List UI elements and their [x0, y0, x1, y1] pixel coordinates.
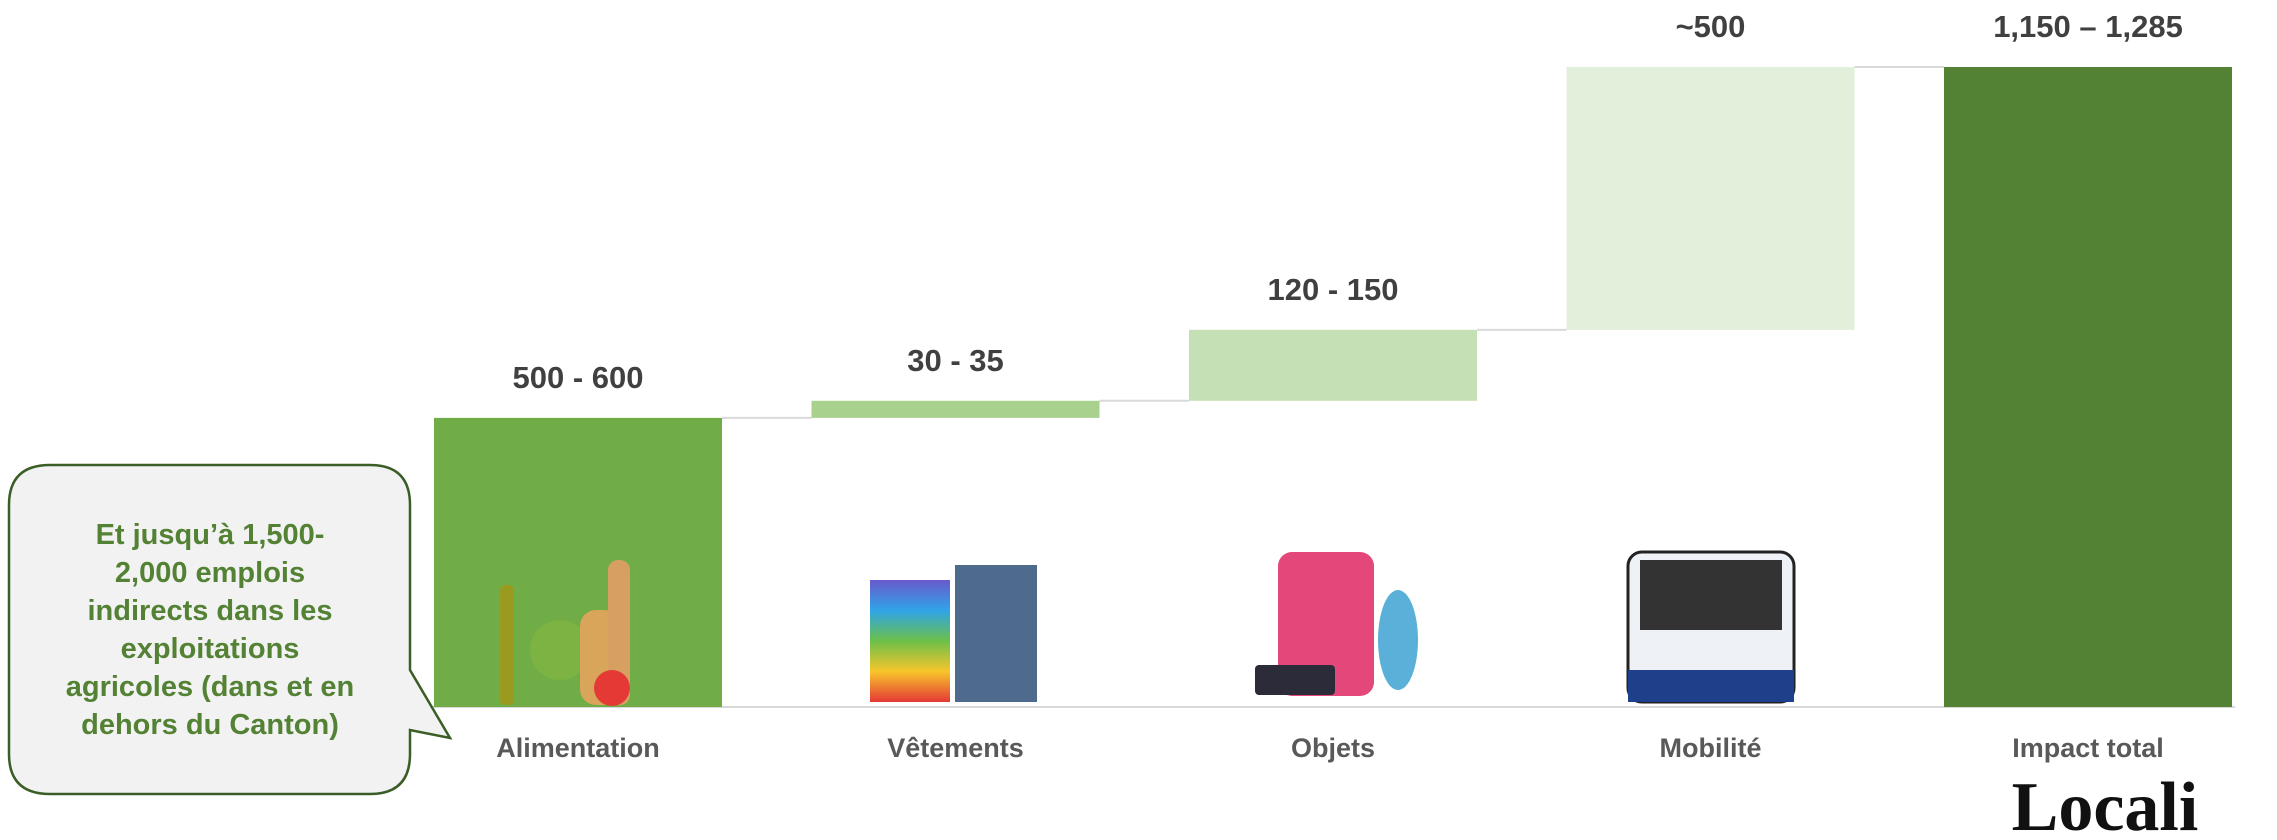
- callout-line: exploitations: [121, 633, 300, 665]
- bar: [811, 400, 1100, 418]
- x-tick-label: Vêtements: [887, 733, 1024, 763]
- icon-projector: [1255, 665, 1335, 695]
- x-tick-label: Objets: [1291, 733, 1375, 763]
- x-tick-label: Impact total: [2012, 733, 2164, 763]
- callout-line: 2,000 emplois: [115, 557, 305, 589]
- callout-line: indirects dans les: [88, 595, 333, 627]
- icon-jeans: [955, 565, 1037, 702]
- bar: [1944, 67, 2232, 707]
- x-tick-label: Mobilité: [1660, 733, 1762, 763]
- value-label: 500 - 600: [513, 360, 644, 395]
- value-label: 1,150 – 1,285: [1993, 9, 2183, 44]
- callout-line: agricoles (dans et en: [66, 671, 355, 703]
- bar: [1189, 329, 1477, 401]
- icon-tomato: [594, 670, 630, 706]
- value-label: 30 - 35: [907, 343, 1004, 378]
- icon-bus-window: [1640, 560, 1782, 630]
- icons: [500, 550, 1796, 706]
- value-label: 120 - 150: [1268, 272, 1399, 307]
- icon-snowshoe: [1378, 590, 1418, 690]
- icon-shirts: [870, 580, 950, 702]
- icon-vegetable: [530, 620, 590, 680]
- icon-bread: [608, 560, 630, 705]
- x-tick-label: Alimentation: [496, 733, 660, 763]
- bar: [1566, 67, 1855, 330]
- callout-line: Et jusqu’à 1,500-: [96, 519, 325, 551]
- icon-suitcase: [1278, 552, 1374, 696]
- icon-bus-bottom: [1628, 670, 1794, 702]
- value-label: ~500: [1676, 9, 1746, 44]
- callout-line: dehors du Canton): [81, 709, 339, 741]
- logo: Locali: [2012, 769, 2199, 840]
- icon-bottle: [500, 585, 514, 705]
- callout-bubble: [7, 463, 453, 796]
